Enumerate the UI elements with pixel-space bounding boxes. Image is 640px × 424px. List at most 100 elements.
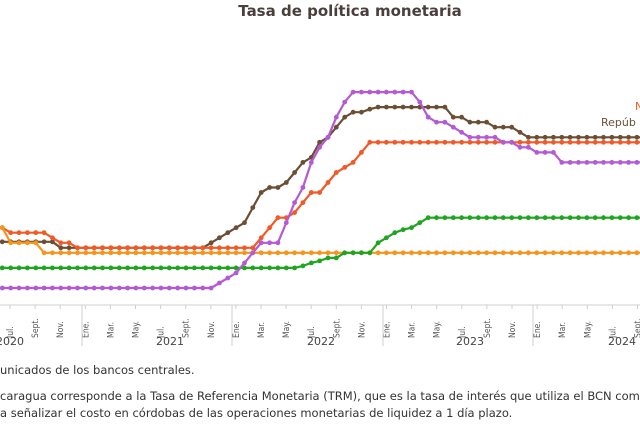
data-point (100, 265, 105, 271)
data-point (392, 250, 398, 256)
x-tick-label: May. (583, 321, 593, 338)
data-point (133, 250, 139, 256)
data-point (409, 104, 414, 110)
data-point (108, 285, 114, 291)
data-point (484, 250, 489, 256)
data-point (158, 265, 164, 271)
data-point (41, 250, 47, 256)
data-point (116, 285, 122, 291)
data-point (283, 220, 289, 226)
data-point (150, 250, 156, 256)
data-point (467, 215, 473, 221)
data-point (242, 265, 247, 271)
data-point (258, 250, 264, 256)
data-point (91, 245, 97, 251)
data-point (292, 210, 297, 216)
data-point (16, 240, 22, 246)
data-point (217, 235, 222, 241)
data-point (75, 265, 80, 271)
data-point (183, 250, 189, 256)
data-point (325, 255, 331, 261)
data-point (166, 265, 172, 271)
data-point (83, 245, 89, 251)
data-point (634, 250, 640, 256)
data-point (526, 134, 531, 140)
x-tick-label: Nov. (508, 321, 518, 338)
data-point (242, 250, 247, 256)
data-point (41, 285, 47, 291)
data-point (8, 240, 14, 246)
data-point (283, 265, 289, 271)
data-point (141, 245, 147, 251)
data-point (317, 144, 322, 150)
data-point (342, 250, 348, 256)
data-point (576, 134, 581, 140)
x-tick-label: Jul. (6, 326, 16, 339)
data-point (392, 104, 398, 110)
data-point (267, 240, 272, 246)
data-point (417, 139, 423, 145)
data-point (492, 134, 498, 140)
data-point (609, 250, 615, 256)
data-point (50, 239, 55, 245)
data-point (400, 89, 406, 95)
data-point (609, 139, 615, 145)
data-point (41, 239, 47, 245)
data-point (601, 215, 606, 221)
data-point (308, 190, 314, 195)
data-point (467, 134, 473, 140)
series-2 (0, 225, 640, 256)
data-point (342, 165, 348, 170)
data-point (592, 215, 598, 221)
data-point (83, 285, 89, 291)
data-point (584, 134, 590, 140)
data-point (459, 250, 464, 256)
data-point (367, 89, 373, 95)
data-point (183, 245, 189, 251)
data-point (500, 139, 506, 145)
legend-label-republica: Repúb (601, 116, 636, 129)
data-point (283, 180, 289, 185)
data-point (116, 250, 122, 256)
data-point (417, 250, 423, 256)
data-point (626, 139, 631, 145)
data-point (526, 144, 531, 150)
data-point (500, 215, 506, 221)
data-point (317, 190, 322, 195)
data-point (592, 160, 598, 165)
data-point (283, 250, 289, 256)
data-point (500, 124, 506, 130)
data-point (8, 285, 14, 291)
x-tick-label: Mar. (408, 322, 418, 338)
data-point (133, 265, 139, 271)
data-point (359, 150, 364, 155)
data-point (258, 265, 264, 271)
data-point (58, 240, 64, 246)
data-point (359, 109, 364, 115)
data-point (584, 160, 590, 165)
data-point (450, 215, 456, 221)
data-point (267, 250, 272, 256)
data-point (75, 250, 80, 256)
data-point (250, 265, 256, 271)
data-point (33, 240, 39, 246)
data-point (275, 185, 281, 190)
data-point (166, 245, 172, 251)
data-point (626, 160, 631, 165)
data-point (100, 285, 105, 291)
x-tick-label: Ene. (533, 321, 543, 338)
data-point (158, 285, 164, 291)
x-tick-label: Jul. (608, 326, 618, 339)
data-point (258, 240, 264, 246)
data-point (367, 139, 373, 145)
series-line (0, 141, 640, 249)
data-point (492, 124, 498, 130)
data-point (400, 104, 406, 110)
data-point (542, 139, 548, 145)
data-point (183, 285, 189, 291)
data-point (317, 258, 322, 264)
data-point (409, 89, 414, 95)
data-point (258, 190, 264, 195)
data-point (16, 230, 22, 236)
data-point (492, 215, 498, 221)
